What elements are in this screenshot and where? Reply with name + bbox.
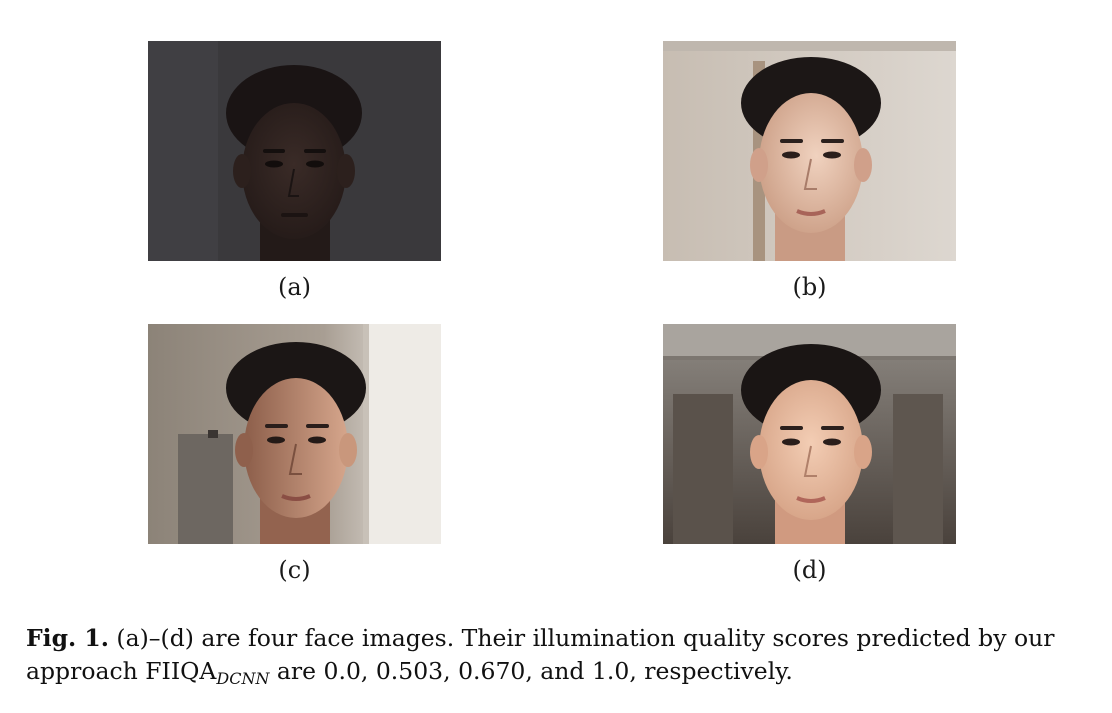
- face-image-c-drawing: [148, 324, 441, 544]
- figure-caption-label: Fig. 1.: [26, 624, 109, 652]
- figure-caption: Fig. 1. (a)–(d) are four face images. Th…: [26, 622, 1091, 688]
- face-image-b: [663, 41, 956, 261]
- figure-caption-subscript: DCNN: [216, 669, 270, 688]
- panel-label-b: (b): [792, 273, 827, 301]
- face-image-d: [663, 324, 956, 544]
- face-image-c: [148, 324, 441, 544]
- figure-caption-text-1: (a)–(d) are four face images. Their illu…: [26, 624, 1055, 685]
- figure-caption-text-2: are 0.0, 0.503, 0.670, and 1.0, respecti…: [269, 657, 793, 685]
- face-image-b-drawing: [663, 41, 956, 261]
- panel-label-c: (c): [278, 556, 311, 584]
- face-image-a: [148, 41, 441, 261]
- panel-label-a: (a): [277, 273, 312, 301]
- face-image-a-drawing: [148, 41, 441, 261]
- face-image-d-drawing: [663, 324, 956, 544]
- panel-label-d: (d): [792, 556, 827, 584]
